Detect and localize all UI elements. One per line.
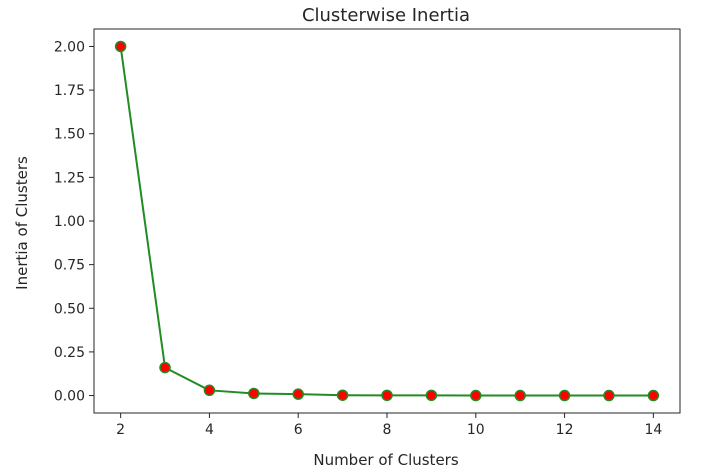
data-point [203, 384, 216, 397]
data-point [647, 389, 660, 402]
x-tick-label: 4 [205, 422, 214, 438]
data-point [514, 389, 526, 402]
y-tick-label: 1.75 [54, 83, 85, 99]
x-tick-label: 6 [294, 422, 303, 438]
y-axis-label: Inertia of Clusters [13, 156, 31, 290]
data-point [381, 389, 393, 402]
data-point [470, 389, 482, 402]
data-point [336, 389, 349, 401]
y-tick-label: 0.25 [54, 345, 85, 361]
y-tick-label: 1.50 [54, 127, 85, 143]
y-tick-label: 0.00 [54, 389, 85, 405]
x-tick-label: 14 [644, 422, 662, 438]
data-point [292, 388, 304, 400]
x-tick-label: 12 [556, 422, 574, 438]
y-tick-label: 1.00 [54, 214, 85, 230]
data-point [558, 389, 571, 402]
y-tick-label: 1.25 [54, 170, 85, 186]
x-tick-label: 2 [116, 422, 125, 438]
data-point [248, 387, 260, 400]
x-tick-label: 10 [467, 422, 485, 438]
data-point [159, 361, 171, 374]
data-point [425, 389, 438, 402]
data-point [114, 40, 127, 53]
x-tick-label: 8 [383, 422, 392, 438]
y-tick-label: 2.00 [54, 39, 85, 55]
chart-title: Clusterwise Inertia [302, 5, 470, 26]
axes-frame [93, 28, 681, 414]
x-axis-label: Number of Clusters [313, 451, 458, 469]
y-tick-label: 0.75 [54, 258, 85, 274]
y-tick-label: 0.50 [54, 301, 85, 317]
data-point [603, 389, 615, 402]
plot-area: 2 4 6 8 10 12 14 0.00 0.25 0.50 0.75 1.00 1.25 1.50 1.… [54, 28, 681, 438]
